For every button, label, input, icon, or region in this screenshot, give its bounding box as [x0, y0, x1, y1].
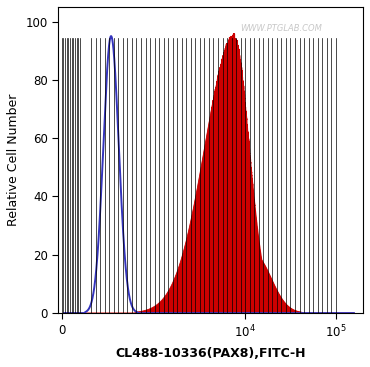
X-axis label: CL488-10336(PAX8),FITC-H: CL488-10336(PAX8),FITC-H — [115, 347, 306, 360]
Y-axis label: Relative Cell Number: Relative Cell Number — [7, 94, 20, 226]
Text: WWW.PTGLAB.COM: WWW.PTGLAB.COM — [240, 24, 322, 33]
